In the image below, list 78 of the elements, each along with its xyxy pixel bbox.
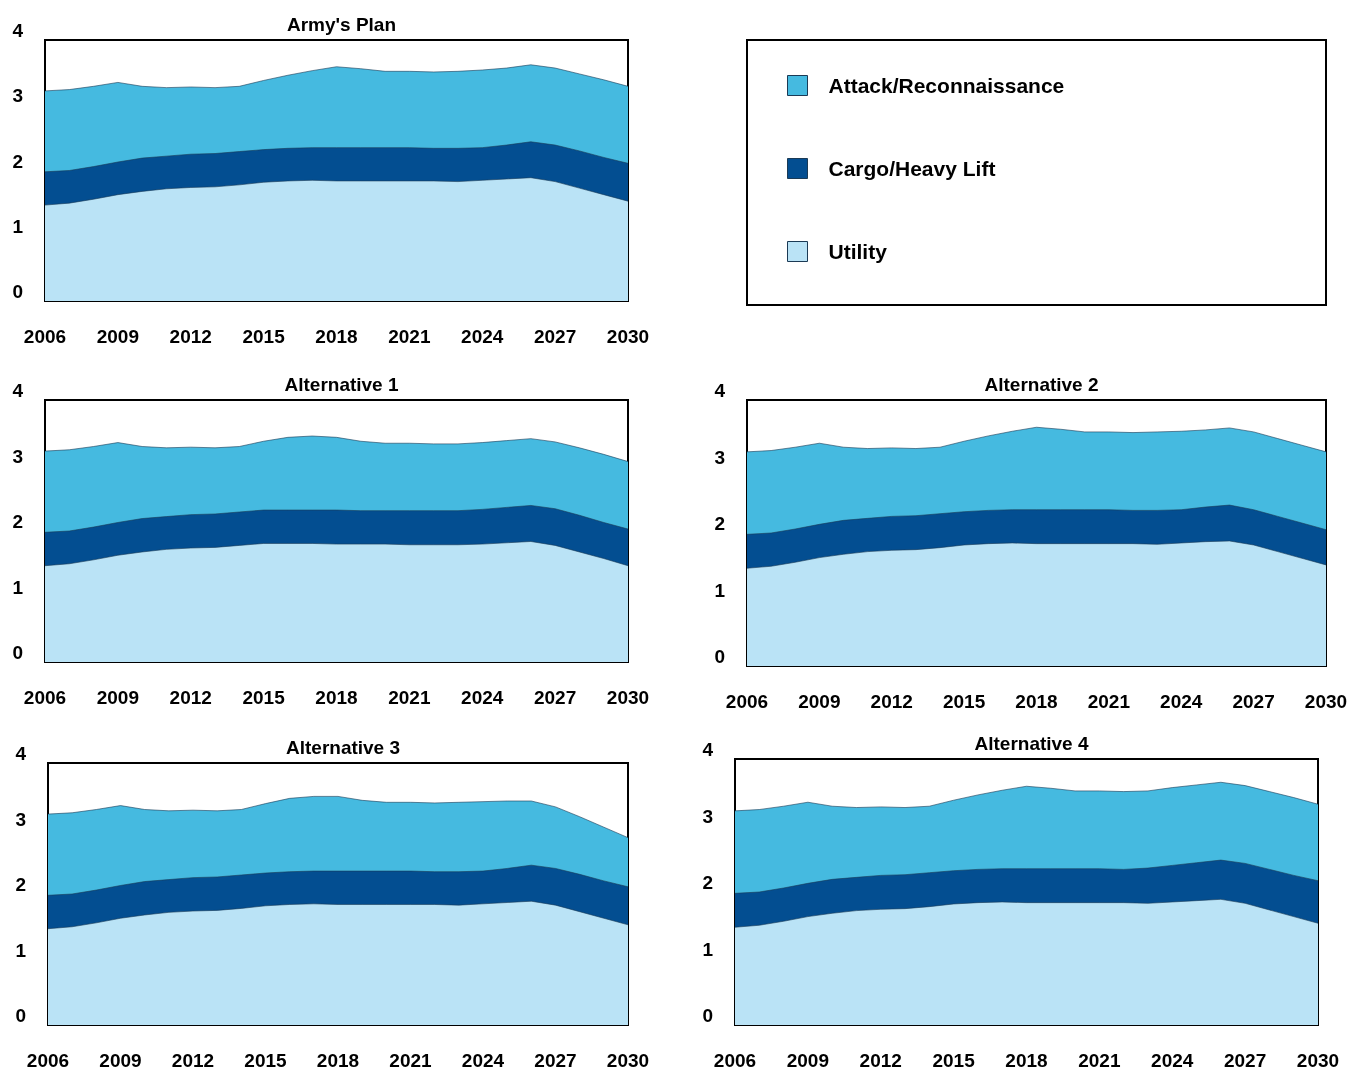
x-tick-label: 2018	[315, 687, 358, 708]
y-tick-label: 0	[702, 1005, 713, 1026]
x-tick-label: 2030	[1304, 691, 1348, 712]
x-tick-label: 2015	[242, 326, 286, 347]
chart-title: Alternative 3	[285, 737, 401, 758]
y-tick-label: 0	[15, 1005, 26, 1026]
y-tick-label: 1	[714, 579, 726, 601]
y-tick-label: 2	[15, 874, 26, 895]
x-tick-label: 2012	[171, 1050, 215, 1070]
x-tick-label: 2024	[1151, 1050, 1194, 1070]
y-tick-label: 1	[12, 576, 24, 598]
x-tick-label: 2027	[533, 326, 577, 347]
x-tick-label: 2030	[606, 1050, 650, 1070]
y-tick-label: 4	[15, 743, 27, 764]
y-tick-label: 4	[12, 380, 24, 401]
y-tick-label: 2	[702, 872, 713, 893]
y-tick-label: 3	[714, 446, 725, 468]
y-tick-label: 3	[12, 445, 23, 467]
chart-title: Alternative 4	[974, 733, 1089, 754]
x-tick-label: 2009	[786, 1050, 830, 1070]
y-tick-label: 1	[702, 938, 714, 960]
x-tick-label: 2015	[942, 691, 986, 712]
x-tick-label: 2006	[23, 326, 67, 347]
x-tick-label: 2012	[169, 687, 212, 708]
x-tick-label: 2027	[1223, 1050, 1267, 1070]
chart-title: Army's Plan	[286, 14, 397, 35]
y-tick-label: 4	[702, 739, 714, 760]
x-tick-label: 2015	[932, 1050, 976, 1070]
x-tick-label: 2018	[316, 1050, 360, 1070]
x-tick-label: 2021	[388, 687, 431, 708]
x-tick-label: 2030	[606, 326, 650, 347]
x-tick-label: 2009	[96, 326, 140, 347]
x-tick-label: 2021	[389, 1050, 433, 1070]
y-tick-label: 0	[12, 642, 23, 663]
x-tick-label: 2018	[1015, 691, 1058, 712]
y-tick-label: 4	[12, 20, 24, 41]
x-tick-label: 2006	[725, 691, 769, 712]
y-tick-label: 0	[714, 646, 725, 667]
x-tick-label: 2021	[388, 326, 431, 347]
x-tick-label: 2030	[1296, 1050, 1340, 1070]
x-tick-label: 2012	[870, 691, 913, 712]
x-tick-label: 2009	[96, 687, 140, 708]
y-tick-label: 3	[15, 808, 26, 830]
x-tick-label: 2024	[461, 326, 504, 347]
legend-label: Attack/Reconnaissance	[828, 74, 1065, 97]
x-tick-label: 2021	[1087, 691, 1131, 712]
x-tick-label: 2006	[23, 687, 67, 708]
y-tick-label: 1	[12, 215, 24, 237]
y-tick-label: 4	[714, 380, 726, 401]
x-tick-label: 2027	[534, 1050, 577, 1070]
x-tick-label: 2018	[315, 326, 358, 347]
x-tick-label: 2006	[26, 1050, 70, 1070]
x-tick-label: 2027	[1232, 691, 1275, 712]
y-tick-label: 0	[12, 281, 23, 302]
chart-title: Alternative 1	[284, 374, 399, 395]
x-tick-label: 2027	[533, 687, 577, 708]
y-tick-label: 3	[702, 805, 713, 827]
legend-label: Utility	[828, 240, 888, 263]
y-tick-label: 2	[714, 513, 725, 534]
x-tick-label: 2018	[1005, 1050, 1048, 1070]
y-tick-label: 3	[12, 85, 23, 107]
y-tick-label: 1	[15, 939, 27, 961]
x-tick-label: 2009	[99, 1050, 142, 1070]
x-tick-label: 2024	[461, 687, 504, 708]
x-tick-label: 2021	[1078, 1050, 1121, 1070]
legend-label: Cargo/Heavy Lift	[828, 157, 996, 180]
y-tick-label: 2	[12, 511, 23, 532]
x-tick-label: 2015	[242, 687, 286, 708]
x-tick-label: 2015	[244, 1050, 288, 1070]
x-tick-label: 2024	[1160, 691, 1203, 712]
x-tick-label: 2024	[461, 1050, 505, 1070]
x-tick-label: 2012	[169, 326, 212, 347]
x-tick-label: 2030	[606, 687, 650, 708]
y-tick-label: 2	[12, 150, 23, 172]
x-tick-label: 2009	[798, 691, 841, 712]
x-tick-label: 2006	[713, 1050, 757, 1070]
x-tick-label: 2012	[859, 1050, 902, 1070]
chart-title: Alternative 2	[984, 374, 1099, 395]
